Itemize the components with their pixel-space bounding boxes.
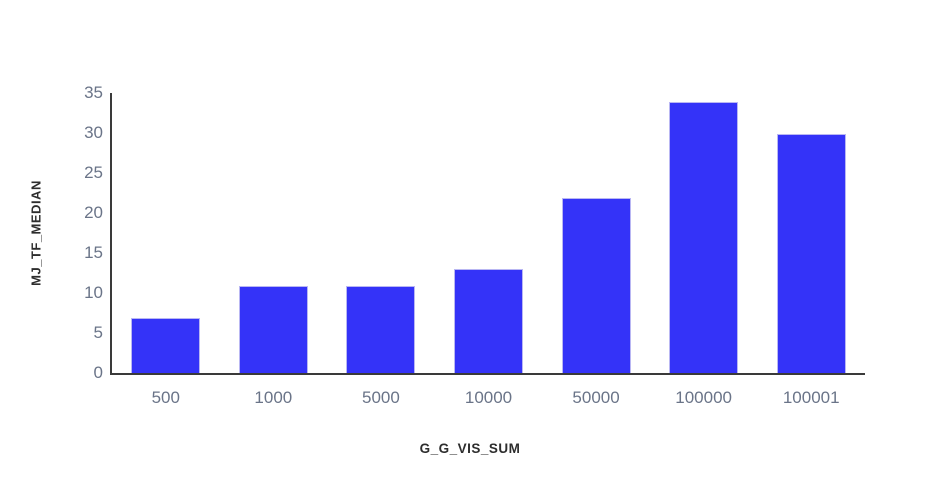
x-tick-label: 5000: [362, 388, 400, 407]
x-tick-label: 100001: [782, 388, 840, 407]
x-tick-label: 50000: [572, 388, 620, 407]
bar-1000: [238, 285, 308, 373]
y-tick-label: 5: [93, 323, 103, 342]
plot-area: 0 5 10 15 20 25 30 35 500 1000 5000 10000 50000 1000…: [84, 83, 865, 407]
x-tick-label: 100000: [675, 388, 733, 407]
x-tick-label: 1000: [254, 388, 293, 407]
y-axis-title: MJ_TF_MEDIAN: [28, 180, 44, 286]
bar-50000: [561, 197, 631, 373]
bar-100001: [776, 133, 846, 373]
x-tick-label: 500: [151, 388, 180, 407]
y-tick-label: 10: [84, 283, 103, 302]
y-tick-label: 20: [84, 203, 103, 222]
bar-500: [131, 318, 201, 373]
bar-10000: [454, 268, 523, 373]
x-axis-title: G_G_VIS_SUM: [419, 441, 521, 456]
y-tick-label: 0: [93, 363, 103, 382]
bar-5000: [346, 285, 416, 373]
bar-100000: [669, 101, 739, 373]
y-tick-label: 35: [84, 83, 103, 102]
y-tick-label: 25: [84, 163, 103, 182]
x-tick-label: 10000: [464, 388, 513, 407]
y-tick-label: 15: [84, 243, 103, 262]
y-tick-label: 30: [84, 123, 103, 142]
